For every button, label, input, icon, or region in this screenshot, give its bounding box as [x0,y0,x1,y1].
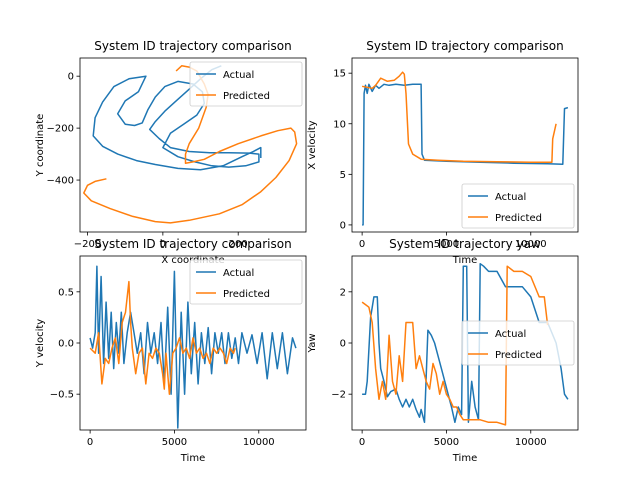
chart-title-3: System ID trajectory comparison [94,237,291,251]
series-line-predicted-4 [361,265,549,426]
legend-label-predicted-1: Predicted [223,91,270,102]
legend-4: Actual Predicted [461,320,575,366]
legend-1: Actual Predicted [189,61,303,107]
y-axis-label-1: Y coordinate [35,114,46,178]
y-axis-label-2: X velocity [307,120,318,169]
series-line-predicted-2 [361,71,557,163]
subplot-4: 0 5000 10000 −2 0 2 Time Yaw System ID trajector… [307,237,579,464]
x-tick-label-1: 200 [229,239,248,250]
x-tick-label-4: 5000 [434,437,459,448]
legend-box-3 [189,259,303,305]
x-axis-label-3: Time [180,453,205,464]
x-tick-label-3: 5000 [162,437,187,448]
chart-title-4: System ID trajectory yaw [389,237,541,251]
legend-label-actual-1: Actual [223,70,254,81]
legend-label-actual-4: Actual [495,329,526,340]
legend-box-2 [461,183,575,229]
y-tick-label-1: −200 [47,124,74,135]
y-tick-label-3: 0.0 [58,339,74,350]
y-tick-label-4: 2 [340,287,346,298]
axes-frame-1 [79,57,307,233]
legend-label-predicted-4: Predicted [495,350,542,361]
y-tick-label-2: 15 [333,69,346,80]
y-tick-label-2: 0 [340,220,346,231]
y-tick-label-3: 0.5 [58,287,74,298]
series-line-actual-3 [89,265,297,429]
x-axis-label-2: Time [452,255,477,266]
series-line-actual-2 [362,83,569,226]
legend-box-1 [189,61,303,107]
subplot-3: 0 5000 10000 −0.5 0.0 0.5 Time Y velocity System… [35,237,307,464]
legend-label-predicted-2: Predicted [495,213,542,224]
legend-3: Actual Predicted [189,259,303,305]
y-tick-label-1: 0 [68,72,74,83]
x-tick-label-1: −200 [74,239,101,250]
y-tick-label-4: −2 [331,390,346,401]
y-tick-label-2: 5 [340,170,346,181]
legend-label-predicted-3: Predicted [223,289,270,300]
y-axis-label-3: Y velocity [35,319,46,368]
legend-label-actual-3: Actual [223,268,254,279]
legend-label-actual-2: Actual [495,192,526,203]
subplot-2: 0 5000 10000 0 5 10 15 Time X velocity System ID … [307,39,579,266]
legend-2: Actual Predicted [461,183,575,229]
x-tick-label-2: 5000 [434,239,459,250]
y-tick-label-1: −400 [47,176,74,187]
series-line-predicted-3 [89,280,236,395]
x-tick-label-1: 0 [160,239,166,250]
x-tick-label-2: 10000 [515,239,547,250]
x-tick-label-3: 0 [87,437,93,448]
x-tick-label-3: 10000 [243,437,275,448]
y-axis-label-4: Yaw [307,333,318,353]
x-tick-label-4: 0 [359,437,365,448]
chart-title-1: System ID trajectory comparison [94,39,291,53]
x-tick-label-4: 10000 [515,437,547,448]
legend-box-4 [461,320,575,366]
axes-frame-2 [351,57,579,233]
y-tick-label-2: 10 [333,119,346,130]
y-tick-label-4: 0 [340,339,346,350]
y-tick-label-3: −0.5 [50,390,74,401]
chart-title-2: System ID trajectory comparison [366,39,563,53]
x-axis-label-4: Time [452,453,477,464]
x-tick-label-2: 0 [359,239,365,250]
